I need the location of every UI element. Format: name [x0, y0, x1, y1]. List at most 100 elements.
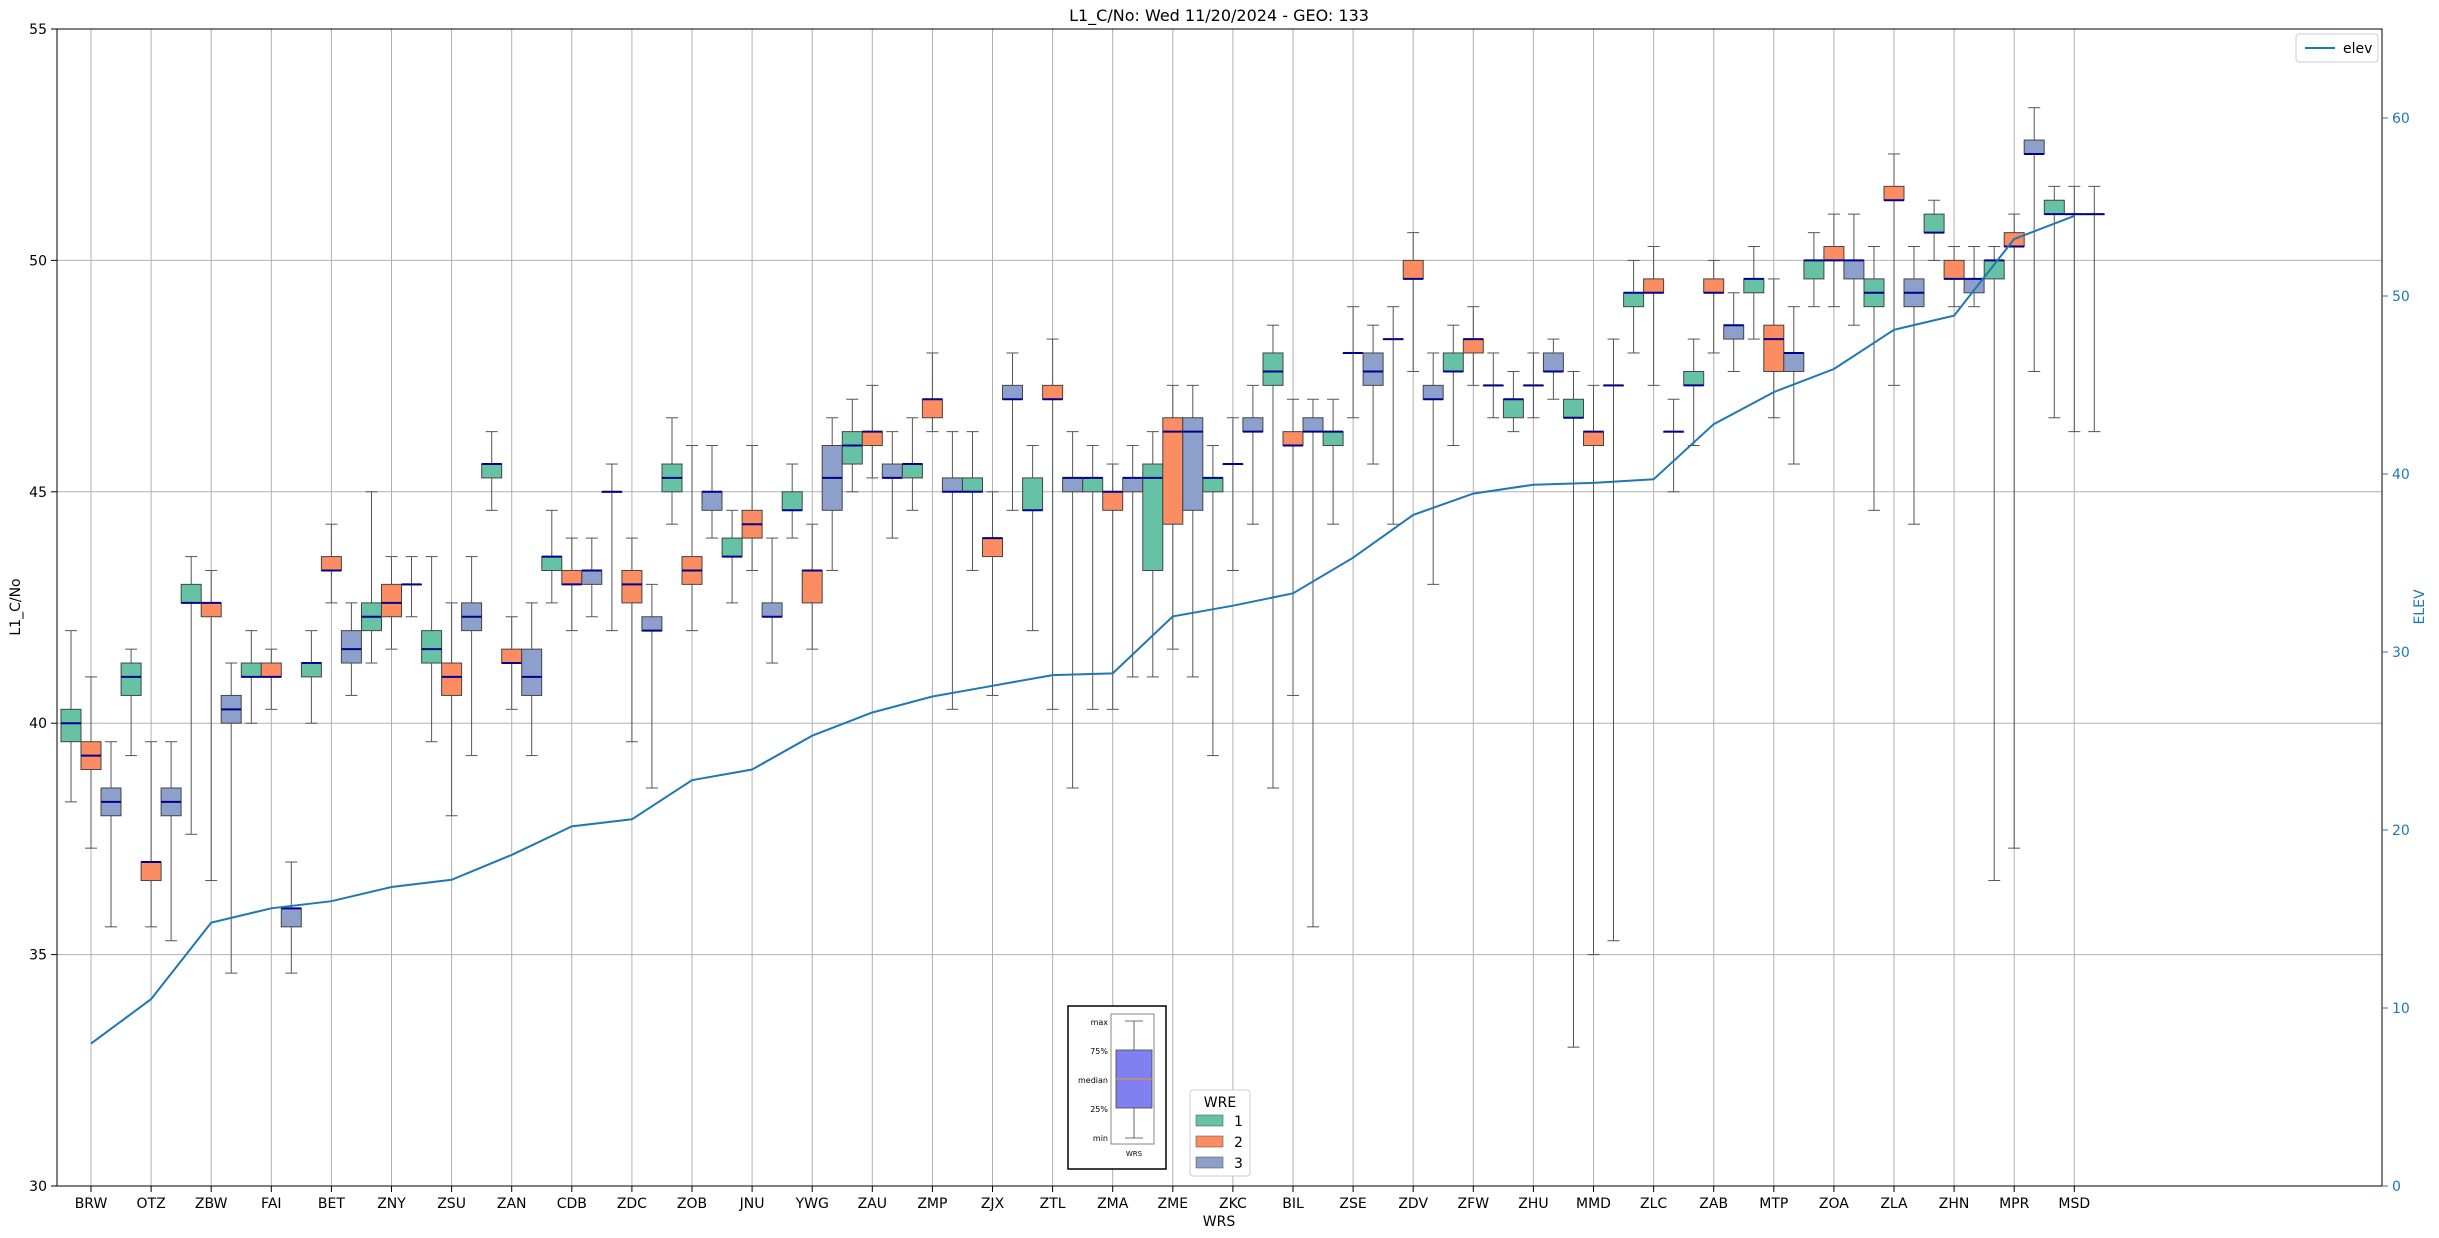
- box-zma-wre1: [1082, 445, 1104, 710]
- box-fai-wre1: [240, 630, 262, 724]
- box-zab-wre3: [1723, 292, 1745, 372]
- box-body: [1362, 352, 1384, 386]
- box-zan-wre1: [481, 431, 503, 511]
- y-tick-label: 35: [29, 948, 47, 964]
- box-zdv-wre1: [1382, 306, 1404, 525]
- box-body: [1062, 477, 1084, 493]
- box-body: [280, 907, 302, 928]
- box-body: [1783, 352, 1805, 372]
- elev-legend-label: elev: [2343, 41, 2372, 57]
- y-tick-label: 50: [29, 253, 47, 269]
- y2-tick-label: 60: [2392, 111, 2410, 127]
- box-body: [1462, 338, 1484, 354]
- box-ztl-wre1: [1022, 445, 1044, 632]
- box-mmd-wre1: [1563, 370, 1584, 1048]
- box-body: [240, 662, 262, 678]
- box-zdv-wre3: [1422, 352, 1444, 585]
- box-body: [581, 569, 603, 585]
- box-mtp-wre1: [1743, 246, 1765, 340]
- box-body: [1402, 259, 1424, 280]
- box-bil-wre1: [1262, 324, 1284, 789]
- y-tick-label: 55: [29, 22, 47, 38]
- box-zsu-wre2: [441, 602, 463, 817]
- box-otz-wre1: [120, 648, 142, 757]
- box-fai-wre3: [280, 861, 302, 974]
- box-layer: [60, 107, 2105, 1048]
- box-zmp-wre3: [941, 431, 963, 710]
- box-mpr-wre3: [2023, 107, 2045, 372]
- box-zse-wre1: [1322, 398, 1344, 525]
- x-tick-label: ZKC: [1219, 1196, 1247, 1212]
- box-brw-wre3: [100, 741, 122, 928]
- box-key-diagram: max 75% median 25% min WRS: [1067, 1005, 1167, 1170]
- x-tick-label: ZLC: [1640, 1196, 1667, 1212]
- box-body: [1623, 292, 1645, 308]
- x-tick-label: ZJX: [981, 1196, 1005, 1212]
- box-zmp-wre2: [921, 352, 943, 433]
- box-body: [1302, 417, 1324, 433]
- elevation-layer: [90, 214, 2075, 1045]
- wre-legend[interactable]: WRE 1 2 3: [1189, 1089, 1251, 1177]
- box-zdc-wre3: [641, 583, 663, 789]
- chart-title: L1_C/No: Wed 11/20/2024 - GEO: 133: [1069, 6, 1369, 26]
- box-ywg-wre2: [801, 523, 823, 650]
- x-tick-label: ZHN: [1939, 1196, 1970, 1212]
- box-zhu-wre3: [1542, 338, 1564, 400]
- box-zoa-wre2: [1823, 213, 1845, 308]
- box-body: [60, 708, 82, 743]
- box-body: [1122, 477, 1144, 493]
- box-body: [1002, 384, 1023, 400]
- box-zjx-wre2: [982, 491, 1003, 696]
- wre-legend-swatch-1: [1195, 1114, 1224, 1127]
- x-tick-label: BIL: [1282, 1196, 1304, 1212]
- box-body: [1723, 324, 1745, 340]
- x-tick-label: ZHU: [1518, 1196, 1548, 1212]
- box-body: [2043, 199, 2065, 215]
- box-body: [260, 662, 282, 678]
- box-body: [1943, 259, 1965, 280]
- box-zob-wre2: [681, 445, 703, 632]
- box-cdb-wre2: [561, 537, 583, 632]
- box-body: [962, 477, 983, 493]
- box-key-q1-label: 25%: [1090, 1105, 1108, 1114]
- box-ywg-wre3: [821, 417, 843, 571]
- box-zau-wre3: [881, 431, 903, 539]
- box-key-min-label: min: [1093, 1134, 1108, 1143]
- box-body: [1022, 477, 1044, 511]
- box-bet-wre3: [340, 602, 362, 696]
- box-body: [501, 648, 523, 664]
- axis-layer: 30 35 40 45 50 55 0 10 20 30 40 50 60 BRW OTZ ZBW FAI BET…: [29, 22, 2410, 1212]
- x-tick-label: ZNY: [377, 1196, 406, 1212]
- box-msd-wre3: [2083, 185, 2105, 433]
- box-key-max-label: max: [1091, 1018, 1109, 1027]
- box-body: [921, 398, 943, 419]
- box-mpr-wre1: [1983, 246, 2005, 882]
- x-tick-label: CDB: [557, 1196, 587, 1212]
- elev-legend[interactable]: elev: [2295, 33, 2379, 63]
- box-zme-wre1: [1142, 431, 1164, 678]
- y2-tick-label: 10: [2392, 1001, 2410, 1017]
- x-tick-label: ZTL: [1040, 1196, 1066, 1212]
- box-key-median-label: median: [1078, 1076, 1108, 1085]
- box-body: [881, 463, 903, 479]
- box-ztl-wre3: [1062, 431, 1084, 789]
- x-tick-label: MMD: [1576, 1196, 1611, 1212]
- box-body: [1542, 352, 1564, 372]
- x-tick-label: MPR: [1999, 1196, 2030, 1212]
- box-zjx-wre1: [962, 431, 983, 571]
- box-cdb-wre1: [541, 509, 563, 604]
- x-tick-label: FAI: [261, 1196, 281, 1212]
- box-cdb-wre3: [581, 537, 603, 618]
- box-zfw-wre2: [1462, 306, 1484, 386]
- y-tick-label: 30: [29, 1179, 47, 1195]
- box-body: [801, 569, 823, 604]
- x-tick-label: ZFW: [1458, 1196, 1490, 1212]
- box-key-inner-frame: [1110, 1013, 1155, 1145]
- box-zny-wre1: [361, 491, 382, 664]
- x-tick-label: BRW: [75, 1196, 108, 1212]
- box-brw-wre1: [60, 630, 82, 803]
- box-body: [1763, 324, 1785, 372]
- box-zoa-wre1: [1803, 232, 1825, 308]
- wre-legend-title: WRE: [1204, 1095, 1236, 1111]
